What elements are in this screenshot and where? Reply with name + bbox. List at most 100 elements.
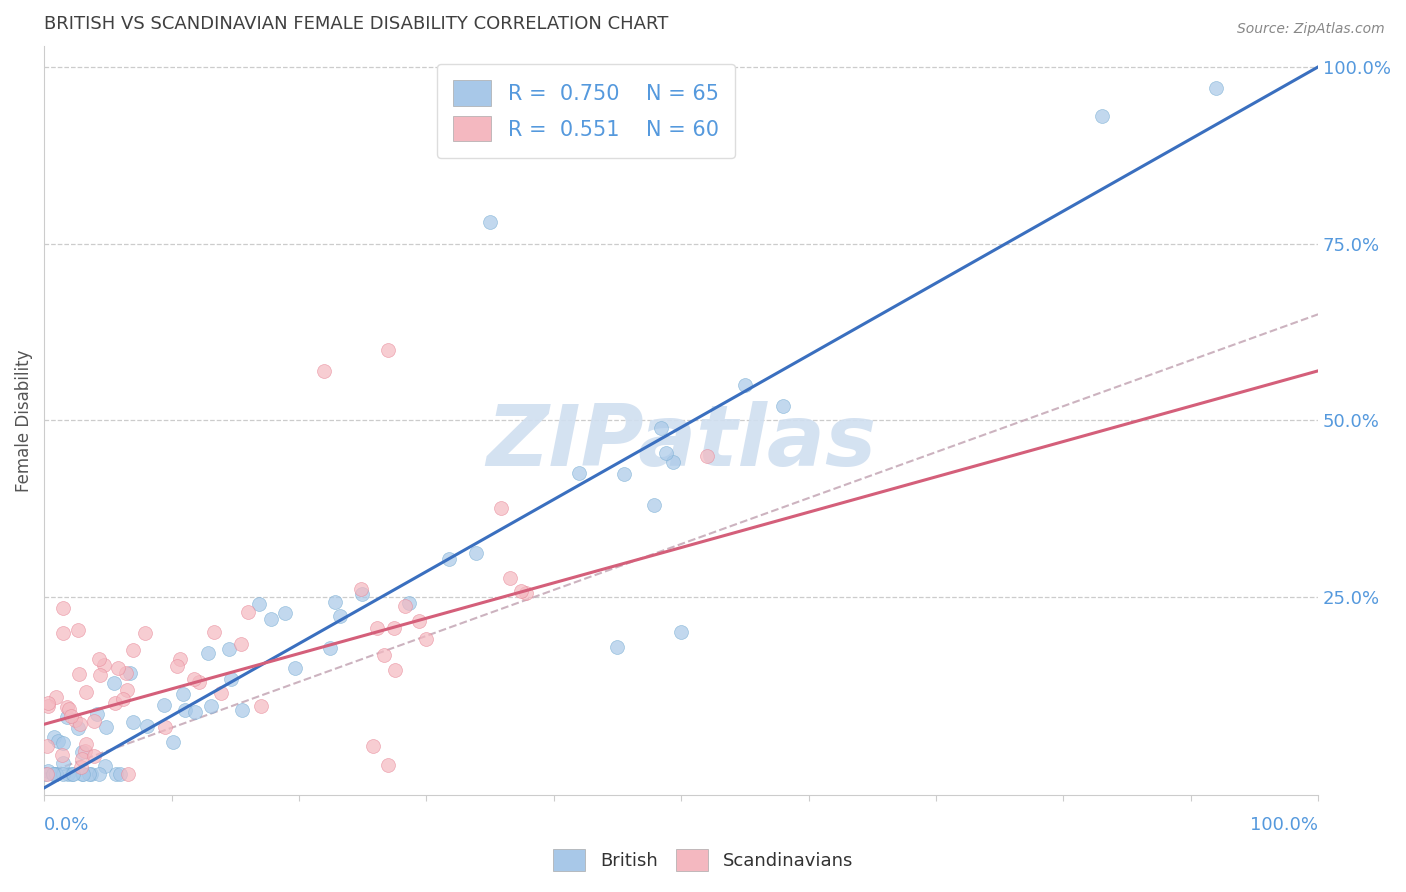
Y-axis label: Female Disability: Female Disability bbox=[15, 349, 32, 491]
Point bbox=[188, 674, 211, 689]
Point bbox=[437, 551, 460, 566]
Point bbox=[75, 685, 97, 699]
Point bbox=[350, 587, 373, 601]
Point bbox=[122, 715, 145, 730]
Point bbox=[373, 648, 395, 662]
Point bbox=[56, 699, 79, 714]
Text: Source: ZipAtlas.com: Source: ZipAtlas.com bbox=[1237, 22, 1385, 37]
Point bbox=[323, 595, 346, 609]
Point bbox=[366, 621, 388, 635]
Text: BRITISH VS SCANDINAVIAN FEMALE DISABILITY CORRELATION CHART: BRITISH VS SCANDINAVIAN FEMALE DISABILIT… bbox=[44, 15, 668, 33]
Point bbox=[89, 668, 111, 682]
Point bbox=[415, 632, 437, 647]
Text: 0.0%: 0.0% bbox=[44, 816, 90, 834]
Point bbox=[509, 584, 531, 599]
Point bbox=[1090, 109, 1112, 123]
Point bbox=[35, 739, 58, 753]
Point bbox=[479, 215, 502, 229]
Point bbox=[70, 752, 93, 766]
Point bbox=[42, 766, 65, 780]
Point bbox=[662, 454, 685, 468]
Point bbox=[56, 710, 79, 724]
Point bbox=[89, 766, 111, 780]
Point bbox=[238, 605, 260, 619]
Point bbox=[219, 672, 242, 686]
Point bbox=[52, 756, 75, 770]
Point bbox=[66, 624, 89, 638]
Point bbox=[94, 720, 117, 734]
Point bbox=[51, 747, 73, 762]
Point bbox=[107, 660, 129, 674]
Point bbox=[72, 766, 94, 780]
Point bbox=[273, 606, 295, 620]
Point bbox=[284, 661, 307, 675]
Point bbox=[66, 721, 89, 735]
Point bbox=[52, 766, 75, 780]
Point bbox=[37, 696, 59, 710]
Point bbox=[59, 709, 82, 723]
Point bbox=[319, 641, 342, 656]
Point bbox=[93, 658, 115, 673]
Point bbox=[122, 643, 145, 657]
Point bbox=[394, 599, 416, 613]
Point bbox=[80, 766, 103, 780]
Point bbox=[105, 766, 128, 780]
Point bbox=[93, 759, 115, 773]
Point bbox=[37, 766, 59, 780]
Point bbox=[350, 582, 373, 596]
Point bbox=[209, 686, 232, 700]
Point bbox=[314, 364, 336, 378]
Point bbox=[606, 640, 628, 654]
Point bbox=[83, 749, 105, 764]
Point bbox=[58, 702, 80, 716]
Point bbox=[231, 703, 253, 717]
Point bbox=[60, 766, 83, 780]
Point bbox=[134, 626, 156, 640]
Point bbox=[63, 713, 86, 727]
Point bbox=[37, 764, 59, 779]
Point bbox=[69, 760, 91, 774]
Point bbox=[515, 586, 537, 600]
Point bbox=[382, 621, 405, 635]
Point bbox=[183, 673, 205, 687]
Point bbox=[45, 766, 67, 780]
Point bbox=[104, 696, 127, 710]
Point bbox=[377, 343, 399, 357]
Point bbox=[643, 498, 665, 512]
Point bbox=[118, 666, 141, 681]
Point bbox=[174, 702, 197, 716]
Point bbox=[83, 714, 105, 729]
Point bbox=[37, 699, 59, 714]
Point bbox=[669, 625, 692, 640]
Point bbox=[52, 626, 75, 640]
Text: ZIPatlas: ZIPatlas bbox=[486, 401, 876, 484]
Point bbox=[77, 766, 100, 780]
Point bbox=[499, 571, 522, 585]
Point bbox=[75, 737, 97, 751]
Point bbox=[169, 652, 191, 666]
Point bbox=[384, 664, 406, 678]
Point bbox=[172, 687, 194, 701]
Point bbox=[42, 731, 65, 745]
Point bbox=[218, 641, 240, 656]
Point bbox=[329, 609, 352, 624]
Point bbox=[197, 646, 219, 660]
Legend: R =  0.750    N = 65, R =  0.551    N = 60: R = 0.750 N = 65, R = 0.551 N = 60 bbox=[437, 63, 735, 158]
Point bbox=[696, 449, 718, 463]
Point bbox=[361, 739, 384, 754]
Point bbox=[247, 597, 270, 611]
Point bbox=[200, 699, 222, 714]
Point bbox=[162, 735, 184, 749]
Point bbox=[45, 690, 67, 705]
Point bbox=[654, 446, 676, 460]
Point bbox=[34, 766, 56, 780]
Point bbox=[734, 378, 756, 392]
Point bbox=[62, 766, 84, 780]
Point bbox=[86, 707, 108, 722]
Point bbox=[613, 467, 636, 481]
Point bbox=[229, 637, 252, 651]
Point bbox=[568, 466, 591, 480]
Point bbox=[69, 717, 91, 731]
Point bbox=[1205, 81, 1227, 95]
Point bbox=[465, 546, 488, 560]
